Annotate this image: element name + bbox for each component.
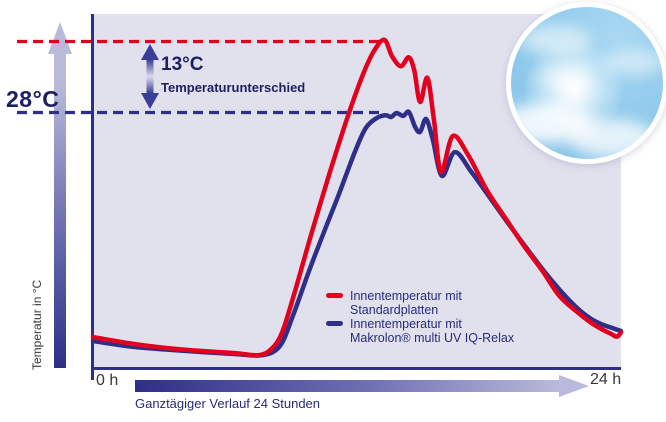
label-28c: 28°C	[6, 86, 60, 112]
x-axis-end-label: 24 h	[590, 371, 622, 388]
x-axis-start-label: 0 h	[96, 372, 119, 389]
y-axis-title: Temperatur in °C	[30, 279, 44, 370]
label-temperaturunterschied: Temperaturunterschied	[161, 80, 306, 95]
x-axis-gradient-arrow-bar	[135, 380, 559, 392]
cloud-icon	[569, 119, 654, 157]
legend-line: Standardplatten	[350, 303, 439, 317]
y-axis-gradient-arrow-bar	[54, 53, 66, 368]
legend-line: Makrolon® multi UV IQ-Relax	[350, 331, 515, 345]
legend-text: Innentemperatur mit Standardplatten	[350, 289, 462, 317]
cloud-icon	[603, 49, 663, 75]
cloud-icon	[537, 65, 589, 89]
legend-text: Innentemperatur mit Makrolon® multi UV I…	[350, 317, 514, 345]
legend-swatch-red	[326, 293, 343, 298]
x-axis-line	[93, 367, 621, 370]
sun-sky-photo	[506, 2, 666, 164]
legend-swatch-blue	[326, 321, 343, 326]
cloud-icon	[519, 25, 591, 55]
x-axis-caption: Ganztägiger Verlauf 24 Stunden	[135, 396, 321, 411]
x-axis-gradient-arrow-icon	[559, 375, 589, 397]
legend: Innentemperatur mit Standardplatten Inne…	[326, 289, 514, 345]
y-axis-gradient-arrow-icon	[48, 22, 72, 54]
label-13c: 13°C	[161, 54, 204, 75]
y-axis-line	[91, 14, 94, 380]
legend-line: Innentemperatur mit	[350, 317, 462, 331]
legend-entry-makrolon: Innentemperatur mit Makrolon® multi UV I…	[326, 317, 514, 345]
legend-line: Innentemperatur mit	[350, 289, 462, 303]
legend-entry-standardplatten: Innentemperatur mit Standardplatten	[326, 289, 514, 317]
